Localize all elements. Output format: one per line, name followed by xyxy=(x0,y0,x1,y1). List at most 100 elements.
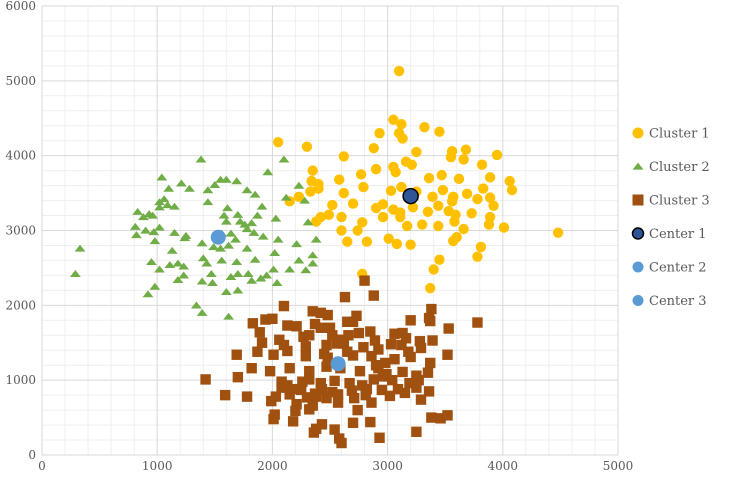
x-tick-label: 4000 xyxy=(488,459,519,473)
series-cluster-3-point xyxy=(435,413,446,424)
y-tick-label: 6000 xyxy=(5,0,36,13)
series-cluster-2-point xyxy=(154,203,165,211)
series-cluster-3-point xyxy=(321,392,332,404)
series-cluster-3-point xyxy=(352,404,363,416)
series-cluster-3-point xyxy=(397,366,408,378)
series-cluster-3-point xyxy=(405,351,416,363)
series-cluster-3-point xyxy=(246,362,257,374)
series-cluster-2-point xyxy=(195,155,207,163)
legend-item-center-2-label: Center 2 xyxy=(649,261,707,276)
series-cluster-2-point xyxy=(269,249,281,257)
series-cluster-2-point xyxy=(196,277,208,285)
series-cluster-2-point xyxy=(300,266,312,274)
series-cluster-3-point xyxy=(291,321,302,332)
series-center-3-point xyxy=(330,356,346,372)
series-cluster-3-point xyxy=(338,338,350,349)
series-cluster-3-point xyxy=(297,376,308,387)
series-cluster-3-point xyxy=(368,290,379,301)
series-cluster-3-point xyxy=(342,316,353,327)
series-cluster-2-point xyxy=(242,270,254,278)
series-cluster-3-point xyxy=(321,339,332,351)
series-cluster-1-point xyxy=(506,184,518,196)
series-cluster-1-point xyxy=(383,233,394,244)
series-cluster-3-point xyxy=(315,322,326,333)
series-cluster-1-point xyxy=(419,122,430,133)
series-cluster-1-point xyxy=(305,186,316,197)
series-cluster-1-point xyxy=(347,198,359,209)
series-cluster-1-point xyxy=(434,126,445,137)
series-cluster-3-point xyxy=(427,335,438,346)
series-cluster-1-point xyxy=(427,191,438,203)
series-cluster-1-point xyxy=(396,119,407,130)
series-cluster-3-point xyxy=(387,374,398,386)
series-cluster-2-point xyxy=(284,265,296,273)
series-cluster-3-point xyxy=(360,389,371,401)
series-cluster-2-point xyxy=(299,196,311,204)
series-cluster-1-point xyxy=(334,174,345,185)
series-cluster-1-point xyxy=(491,149,503,161)
series-cluster-3-point xyxy=(344,377,355,389)
series-cluster-3-point xyxy=(422,367,434,378)
series-cluster-3-point xyxy=(307,306,318,317)
series-cluster-1-point xyxy=(461,188,473,200)
legend-item-cluster-1-marker xyxy=(632,127,644,139)
series-cluster-1-point xyxy=(405,239,416,250)
series-cluster-1-point xyxy=(472,251,483,262)
series-cluster-3-point xyxy=(366,351,377,362)
series-cluster-3-point xyxy=(415,342,427,354)
series-cluster-2-point xyxy=(270,214,282,222)
legend-item-cluster-2-label: Cluster 2 xyxy=(649,160,710,175)
legend-item-cluster-2-marker xyxy=(632,162,644,170)
series-cluster-1-point xyxy=(390,166,401,178)
series-cluster-3-point xyxy=(284,389,295,400)
series-cluster-2-point xyxy=(231,258,243,266)
legend-item-cluster-3-marker xyxy=(632,194,644,206)
series-cluster-3-point xyxy=(373,344,384,355)
series-cluster-1-point xyxy=(355,169,367,180)
series-cluster-2-point xyxy=(190,301,202,309)
series-cluster-1-point xyxy=(478,183,489,194)
series-cluster-2-point xyxy=(148,228,160,236)
series-cluster-3-point xyxy=(472,317,483,328)
series-cluster-2-point xyxy=(208,243,220,251)
series-cluster-1-point xyxy=(436,169,447,181)
series-cluster-3-point xyxy=(399,387,411,399)
series-cluster-2-point xyxy=(230,235,241,243)
series-cluster-2-point xyxy=(257,232,269,240)
series-cluster-1-point xyxy=(423,172,435,184)
series-cluster-2-point xyxy=(184,184,195,192)
series-cluster-3-point xyxy=(219,389,231,401)
series-cluster-2-point xyxy=(154,223,165,231)
series-cluster-1-point xyxy=(460,144,472,155)
series-cluster-3-point xyxy=(347,417,359,429)
series-cluster-3-point xyxy=(327,330,338,341)
series-cluster-3-point xyxy=(232,371,244,383)
x-tick-label: 0 xyxy=(38,459,46,473)
series-cluster-2-point xyxy=(310,235,322,243)
legend-item-center-1-label: Center 1 xyxy=(649,227,707,242)
series-cluster-3-point xyxy=(304,374,315,385)
series-cluster-2-point xyxy=(163,184,175,192)
y-tick-label: 5000 xyxy=(5,74,36,88)
series-cluster-3-point xyxy=(264,365,276,377)
series-cluster-1-point xyxy=(472,193,483,205)
y-tick-label: 0 xyxy=(28,448,36,462)
series-cluster-3-point xyxy=(376,384,388,396)
series-cluster-2-point xyxy=(196,239,208,247)
series-cluster-3-point xyxy=(298,331,309,342)
series-cluster-1-point xyxy=(425,282,436,294)
series-cluster-1-point xyxy=(458,154,469,165)
series-cluster-3-point xyxy=(322,309,333,321)
series-cluster-3-point xyxy=(353,327,364,339)
series-cluster-3-point xyxy=(260,314,271,325)
series-cluster-2-point xyxy=(307,259,319,267)
legend-item-cluster-1-label: Cluster 1 xyxy=(649,127,710,142)
series-cluster-3-point xyxy=(373,362,384,374)
y-tick-label: 1000 xyxy=(5,373,36,387)
series-cluster-1-point xyxy=(437,184,449,196)
series-cluster-2-point xyxy=(131,231,142,239)
series-cluster-2-point xyxy=(307,251,319,259)
series-cluster-3-point xyxy=(404,377,415,389)
series-cluster-3-point xyxy=(389,328,400,339)
